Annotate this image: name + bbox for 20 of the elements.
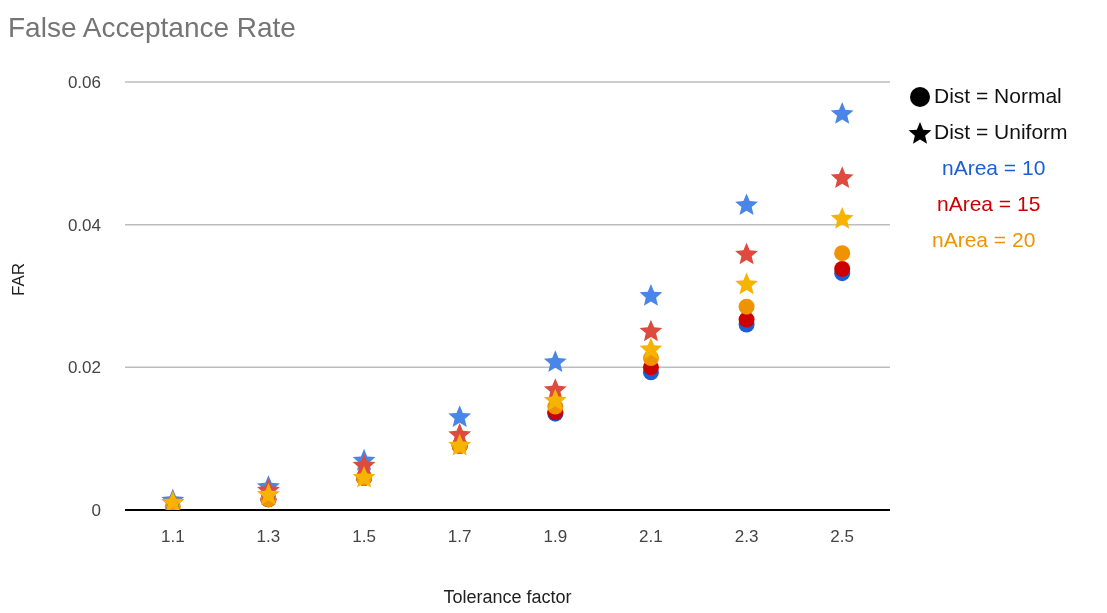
y-tick-label: 0	[91, 501, 101, 521]
x-tick-label: 1.3	[256, 527, 281, 547]
text: nArea = 20	[931, 227, 1037, 253]
text: Dist = Normal	[933, 83, 1063, 109]
x-tick-label: 2.5	[830, 527, 855, 547]
x-tick-label: 1.9	[543, 527, 568, 547]
x-tick-label: 1.5	[352, 527, 376, 547]
x-tick-label: 2.3	[734, 527, 759, 547]
x-axis-title: Tolerance factor	[443, 587, 572, 607]
x-tick-label: 1.7	[447, 527, 472, 547]
y-tick-label: 0.02	[67, 358, 101, 378]
y-tick-label: 0.06	[67, 73, 101, 93]
chart-title: False Acceptance Rate	[8, 12, 296, 44]
text: Dist = Uniform	[933, 119, 1068, 145]
text: nArea = 10	[941, 155, 1047, 181]
y-axis-title: FAR	[9, 262, 29, 296]
x-tick-label: 2.1	[639, 527, 663, 547]
y-tick-label: 0.04	[67, 215, 101, 235]
x-tick-label: 1.1	[160, 527, 185, 547]
text: nArea = 15	[936, 191, 1042, 217]
